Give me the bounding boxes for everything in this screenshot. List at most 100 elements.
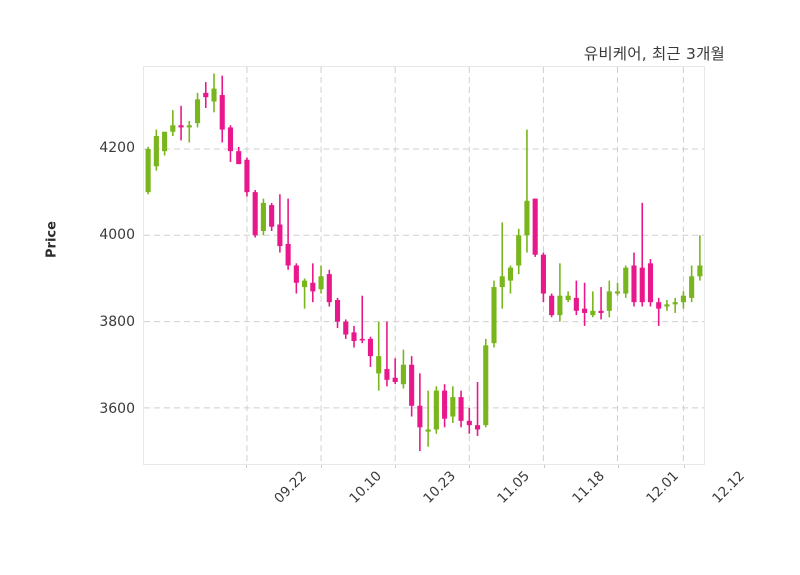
candlestick [491, 280, 497, 348]
candlestick [145, 146, 151, 195]
x-tick-mark [469, 465, 471, 468]
candle-body [507, 267, 514, 281]
candle-body [582, 308, 588, 313]
candle-body [285, 243, 291, 266]
candle-body [211, 88, 217, 102]
candle-body [359, 338, 365, 341]
candle-body [483, 345, 489, 426]
candle-body [343, 321, 349, 335]
candlestick [573, 280, 579, 316]
candlestick [582, 282, 588, 326]
candle-body [656, 302, 662, 309]
x-axis-ticks: 09.22 10.10 10.23 11.05 11.18 12.01 12.12 [143, 465, 748, 528]
candle-body [598, 310, 604, 313]
candle-body [474, 425, 481, 430]
y-tick-label: 3800 [99, 313, 135, 330]
candle-body [277, 224, 283, 247]
candlestick [211, 73, 217, 113]
candle-body [244, 159, 250, 193]
candle-body [145, 148, 151, 193]
candlestick [236, 146, 242, 165]
candle-body [351, 332, 357, 342]
candlestick [565, 291, 571, 303]
candlestick [310, 263, 316, 303]
candlestick [359, 295, 365, 344]
candlestick [483, 338, 489, 428]
candle-body [203, 92, 209, 98]
candlestick [442, 384, 448, 428]
candle-body [672, 302, 678, 305]
x-tick-label: 10.10 [346, 468, 385, 507]
candlestick [153, 129, 159, 171]
x-tick-label: 11.05 [494, 468, 534, 507]
plot-area [143, 66, 705, 465]
candle-body [680, 295, 686, 303]
candlestick [376, 321, 382, 391]
candle-body [170, 125, 176, 132]
candle-body [557, 295, 563, 316]
candlestick [507, 265, 514, 294]
candlestick [302, 278, 308, 309]
candle-body [532, 198, 538, 255]
candle-body [664, 304, 670, 307]
candlestick [672, 297, 678, 313]
candlestick [219, 75, 225, 143]
candlestick [433, 386, 439, 434]
candlestick [326, 269, 332, 307]
candlestick [409, 356, 415, 417]
candle-body [590, 310, 596, 316]
candlestick [269, 202, 275, 231]
candle-body [623, 267, 629, 294]
chart-title: 유비케어, 최근 3개월 [583, 45, 725, 63]
candle-body [697, 265, 703, 277]
y-axis-ticks: 3600 3800 4000 4200 [9, 66, 135, 465]
candlestick [532, 198, 538, 257]
candle-body [516, 235, 522, 266]
candlestick [277, 194, 283, 253]
candlestick [260, 198, 266, 236]
candlestick [516, 228, 522, 275]
candle-body [631, 265, 637, 303]
candle-body [392, 377, 398, 383]
candle-body [236, 151, 242, 165]
candlestick [557, 263, 563, 322]
x-tick-mark [618, 465, 620, 468]
candle-body [326, 274, 332, 303]
candle-body [647, 263, 654, 303]
candle-body [549, 295, 555, 316]
candle-body [450, 397, 456, 417]
y-tick-label: 3600 [99, 400, 135, 417]
candle-body [417, 405, 423, 428]
candlestick [186, 120, 192, 143]
candlestick [285, 198, 291, 270]
candlestick [450, 386, 456, 424]
candlestick [623, 265, 629, 298]
candlestick [697, 235, 703, 281]
candle-body [524, 200, 530, 236]
candlestick [466, 407, 472, 434]
candlestick [400, 349, 406, 389]
candlestick [598, 287, 604, 320]
x-tick-mark [395, 465, 397, 468]
candle-body [573, 297, 579, 311]
candle-body [219, 95, 225, 130]
candlestick [540, 252, 546, 303]
candlestick [384, 321, 390, 387]
candlestick-series [145, 73, 703, 452]
candle-body [260, 202, 266, 231]
candlestick [549, 293, 555, 318]
y-axis-label: Price [44, 221, 60, 258]
x-tick-label: 12.01 [643, 468, 683, 507]
candle-body [425, 429, 431, 432]
candlestick [318, 265, 324, 294]
candle-body [606, 291, 612, 311]
candlestick [392, 358, 398, 385]
candlestick [170, 110, 176, 137]
candlestick [162, 131, 168, 156]
candle-body [639, 267, 645, 303]
candlestick [194, 92, 201, 128]
candlestick [458, 390, 464, 428]
candle-body [376, 356, 382, 374]
candle-body [227, 127, 234, 152]
